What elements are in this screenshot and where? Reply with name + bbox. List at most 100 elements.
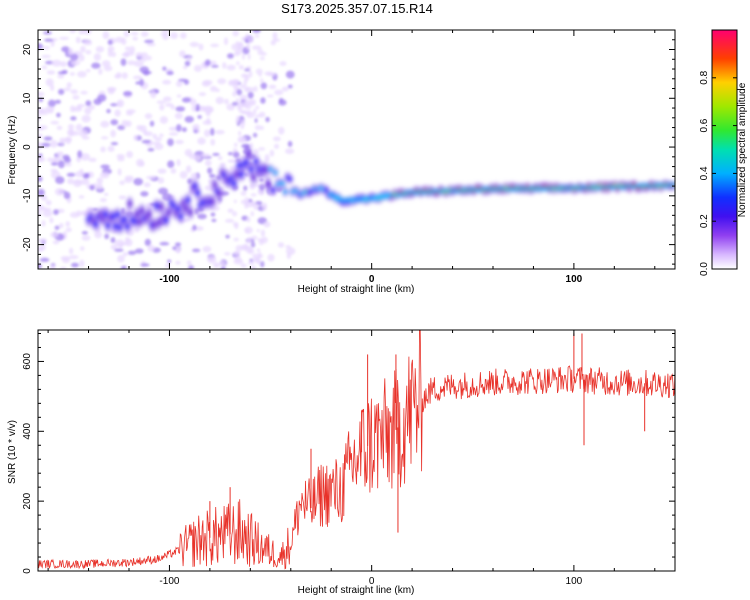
- speckle-blob: [247, 261, 255, 265]
- speckle-blob: [77, 70, 87, 78]
- speckle-blob: [212, 152, 220, 157]
- ridge-core: [244, 159, 249, 166]
- speckle-blob: [51, 59, 62, 67]
- speckle-blob: [83, 39, 93, 46]
- spectrogram-ridge: [85, 147, 675, 235]
- speckle-blob: [232, 91, 237, 97]
- speckle-blob: [146, 43, 156, 47]
- speckle-blob: [156, 100, 166, 104]
- speckle-blob: [144, 238, 152, 247]
- speckle-blob: [258, 183, 266, 190]
- snr-frame: [37, 329, 676, 572]
- speckle-blob: [159, 104, 165, 111]
- ridge-core: [263, 166, 268, 173]
- speckle-blob: [258, 147, 266, 151]
- speckle-blob: [42, 46, 50, 50]
- speckle-blob: [126, 150, 134, 159]
- speckle-blob: [99, 198, 107, 203]
- speckle-blob: [167, 160, 175, 169]
- speckle-blob: [240, 119, 246, 127]
- speckle-blob: [57, 74, 65, 79]
- speckle-blob: [256, 248, 261, 252]
- speckle-blob: [238, 65, 245, 70]
- speckle-blob: [226, 103, 236, 111]
- speckle-blob: [176, 94, 182, 98]
- speckle-blob: [84, 106, 92, 115]
- speckle-blob: [103, 192, 109, 196]
- speckle-blob: [170, 168, 177, 174]
- speckle-blob: [78, 30, 86, 35]
- speckle-blob: [141, 139, 151, 144]
- speckle-blob: [98, 68, 103, 75]
- speckle-blob: [38, 143, 43, 149]
- speckle-blob: [210, 43, 220, 48]
- speckle-blob: [224, 218, 235, 223]
- speckle-blob: [168, 132, 179, 136]
- speckle-blob: [45, 78, 54, 87]
- ridge-core: [156, 219, 162, 226]
- speckle-blob: [117, 168, 122, 176]
- ridge-core: [125, 223, 130, 230]
- ridge-core: [195, 189, 200, 196]
- speckle-blob: [99, 171, 110, 179]
- speckle-blob: [215, 88, 220, 93]
- speckle-blob: [125, 46, 131, 51]
- speckle-blob: [125, 50, 135, 56]
- spectrogram-x-label: Height of straight line (km): [298, 284, 415, 295]
- speckle-blob: [166, 70, 174, 76]
- speckle-blob: [209, 85, 218, 92]
- speckle-blob: [207, 255, 217, 264]
- speckle-blob: [245, 33, 249, 40]
- speckle-blob: [198, 92, 207, 97]
- speckle-blob: [107, 145, 115, 152]
- speckle-blob: [192, 224, 197, 231]
- speckle-blob: [254, 34, 260, 38]
- speckle-blob: [149, 120, 155, 127]
- spectrogram-y-label: Frequency (Hz): [7, 116, 18, 185]
- speckle-blob: [43, 136, 53, 141]
- speckle-blob: [238, 137, 246, 142]
- speckle-blob: [38, 238, 48, 243]
- speckle-blob: [57, 160, 65, 169]
- colorbar-tick-label: 0.4: [699, 166, 710, 180]
- y-tick-label: 20: [22, 44, 33, 56]
- speckle-blob: [198, 43, 204, 51]
- speckle-blob: [256, 229, 260, 233]
- speckle-blob: [50, 139, 58, 148]
- snr-series: [38, 330, 675, 570]
- speckle-blob: [96, 177, 103, 185]
- speckle-blob: [132, 36, 139, 41]
- speckle-blob: [135, 81, 140, 85]
- speckle-blob: [80, 90, 88, 95]
- speckle-blob: [170, 104, 175, 110]
- speckle-blob: [139, 78, 145, 87]
- speckle-blob: [170, 32, 178, 40]
- speckle-blob: [240, 124, 245, 130]
- speckle-blob: [132, 75, 143, 80]
- speckle-blob: [252, 45, 262, 50]
- speckle-blob: [235, 118, 240, 124]
- speckle-blob: [175, 80, 183, 87]
- colorbar-tick-label: 0.6: [699, 118, 710, 132]
- ridge-core: [210, 198, 215, 205]
- speckle-blob: [41, 220, 46, 227]
- speckle-blob: [278, 97, 284, 104]
- speckle-blob: [38, 43, 44, 50]
- speckle-blob: [259, 178, 264, 182]
- speckle-blob: [114, 239, 125, 247]
- speckle-blob: [248, 198, 253, 203]
- speckle-blob: [259, 56, 265, 61]
- speckle-blob: [77, 150, 83, 159]
- speckle-blob: [43, 31, 52, 35]
- speckle-blob: [52, 240, 60, 245]
- speckle-blob: [252, 149, 259, 155]
- speckle-blob: [38, 176, 43, 182]
- speckle-blob: [279, 61, 287, 66]
- speckle-blob: [249, 258, 253, 263]
- speckle-blob: [205, 111, 211, 117]
- speckle-blob: [190, 172, 198, 181]
- speckle-blob: [70, 53, 79, 61]
- speckle-blob: [76, 104, 82, 110]
- speckle-blob: [249, 142, 254, 149]
- speckle-blob: [80, 153, 90, 161]
